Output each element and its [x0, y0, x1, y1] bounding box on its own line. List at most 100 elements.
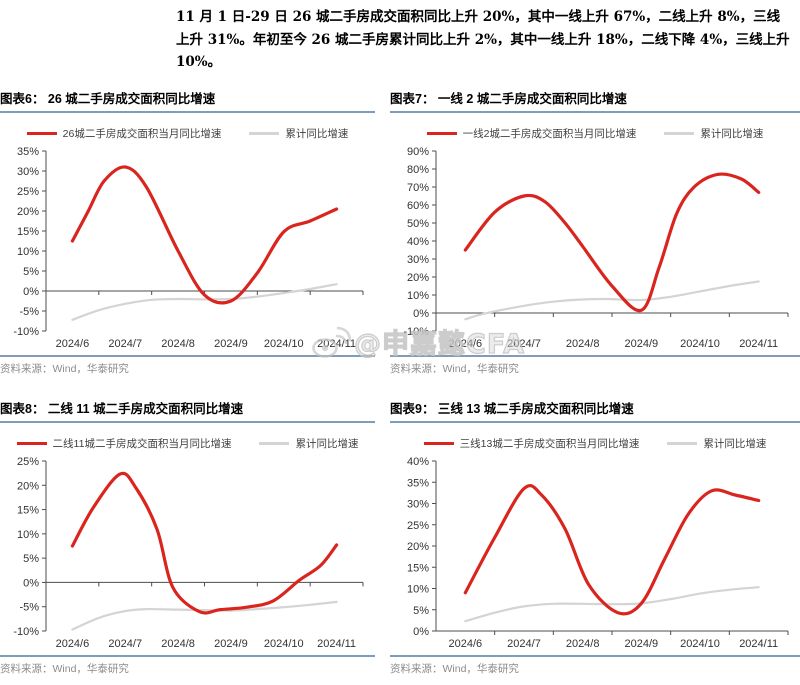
figure-9-title: 图表9： 三线 13 城二手房成交面积同比增速	[390, 398, 800, 423]
svg-text:0%: 0%	[413, 308, 429, 320]
svg-text:90%: 90%	[407, 146, 429, 158]
svg-text:2024/9: 2024/9	[214, 638, 248, 650]
figure-6-title: 图表6： 26 城二手房成交面积同比增速	[0, 88, 375, 113]
figure-9-plot: 0% 5% 10% 15% 20% 25% 30% 35% 40% 2024/6 2024/7 202…	[407, 456, 789, 650]
svg-text:25%: 25%	[407, 520, 429, 532]
svg-text:15%: 15%	[407, 562, 429, 574]
red-line-swatch	[426, 131, 457, 135]
figure-8-legend: 二线11城二手房成交面积当月同比增速 累计同比增速	[0, 433, 375, 453]
gray-line-swatch	[259, 441, 290, 445]
legend-item-red: 三线13城二手房成交面积当月同比增速	[423, 436, 640, 451]
legend-label-gray: 累计同比增速	[295, 437, 359, 450]
svg-text:35%: 35%	[407, 477, 429, 489]
svg-text:2024/7: 2024/7	[108, 638, 142, 650]
svg-text:15%: 15%	[17, 505, 39, 517]
svg-text:25%: 25%	[17, 456, 39, 468]
svg-text:-5%: -5%	[19, 602, 39, 614]
svg-text:2024/8: 2024/8	[566, 638, 600, 650]
svg-text:80%: 80%	[407, 164, 429, 176]
svg-text:30%: 30%	[17, 166, 39, 178]
svg-text:5%: 5%	[23, 553, 39, 565]
svg-text:10%: 10%	[407, 584, 429, 596]
gray-line-swatch	[249, 131, 280, 135]
svg-text:2024/10: 2024/10	[264, 638, 304, 650]
svg-text:40%: 40%	[407, 236, 429, 248]
figure-7-source: 资料来源：Wind，华泰研究	[390, 355, 800, 376]
svg-text:2024/7: 2024/7	[108, 338, 142, 350]
figure-6-legend: 26城二手房成交面积当月同比增速 累计同比增速	[0, 123, 375, 143]
svg-text:60%: 60%	[407, 200, 429, 212]
gray-line-swatch	[667, 441, 698, 445]
svg-text:2024/8: 2024/8	[161, 638, 195, 650]
svg-text:40%: 40%	[407, 456, 429, 468]
svg-text:35%: 35%	[17, 146, 39, 158]
svg-text:0%: 0%	[413, 626, 429, 638]
svg-text:-10%: -10%	[13, 626, 39, 638]
svg-text:0%: 0%	[23, 577, 39, 589]
legend-label-red: 26城二手房成交面积当月同比增速	[62, 127, 222, 140]
figure-8-panel: 图表8： 二线 11 城二手房成交面积同比增速 二线11城二手房成交面积当月同比…	[0, 398, 375, 676]
figure-8-title: 图表8： 二线 11 城二手房成交面积同比增速	[0, 398, 375, 423]
legend-label-red: 二线11城二手房成交面积当月同比增速	[52, 437, 232, 450]
svg-text:25%: 25%	[17, 186, 39, 198]
red-line-swatch	[423, 441, 454, 445]
svg-text:2024/6: 2024/6	[449, 338, 483, 350]
svg-text:10%: 10%	[17, 246, 39, 258]
svg-text:20%: 20%	[17, 480, 39, 492]
legend-item-red: 一线2城二手房成交面积当月同比增速	[426, 126, 636, 141]
svg-text:5%: 5%	[413, 605, 429, 617]
svg-text:70%: 70%	[407, 182, 429, 194]
gray-line-swatch	[664, 131, 695, 135]
svg-text:2024/7: 2024/7	[507, 338, 541, 350]
svg-text:10%: 10%	[17, 529, 39, 541]
svg-text:2024/9: 2024/9	[214, 338, 248, 350]
svg-text:2024/11: 2024/11	[739, 338, 778, 350]
figure-7-title: 图表7： 一线 2 城二手房成交面积同比增速	[390, 88, 800, 113]
svg-text:2024/6: 2024/6	[449, 638, 483, 650]
summary-paragraph: 11 月 1 日-29 日 26 城二手房成交面积同比上升 20%，其中一线上升…	[176, 9, 790, 71]
svg-text:2024/8: 2024/8	[161, 338, 195, 350]
legend-item-red: 26城二手房成交面积当月同比增速	[26, 126, 222, 141]
figure-9-source: 资料来源：Wind，华泰研究	[390, 655, 800, 676]
red-line-swatch	[26, 131, 57, 135]
legend-item-gray: 累计同比增速	[259, 436, 358, 451]
svg-text:-5%: -5%	[19, 306, 39, 318]
legend-label-gray: 累计同比增速	[700, 127, 764, 140]
svg-text:2024/8: 2024/8	[566, 338, 600, 350]
legend-item-red: 二线11城二手房成交面积当月同比增速	[16, 436, 232, 451]
svg-text:10%: 10%	[407, 290, 429, 302]
svg-text:50%: 50%	[407, 218, 429, 230]
svg-text:20%: 20%	[17, 206, 39, 218]
svg-text:2024/10: 2024/10	[264, 338, 304, 350]
svg-text:20%: 20%	[407, 541, 429, 553]
legend-item-gray: 累计同比增速	[664, 126, 763, 141]
svg-text:30%: 30%	[407, 499, 429, 511]
legend-item-gray: 累计同比增速	[667, 436, 766, 451]
svg-text:2024/9: 2024/9	[625, 338, 659, 350]
svg-text:2024/11: 2024/11	[317, 338, 356, 350]
legend-label-red: 三线13城二手房成交面积当月同比增速	[459, 437, 640, 450]
svg-text:-10%: -10%	[403, 326, 429, 338]
figure-8-source: 资料来源：Wind，华泰研究	[0, 655, 375, 676]
svg-text:30%: 30%	[407, 254, 429, 266]
svg-text:5%: 5%	[23, 266, 39, 278]
svg-text:2024/6: 2024/6	[56, 338, 90, 350]
svg-text:15%: 15%	[17, 226, 39, 238]
svg-text:2024/9: 2024/9	[625, 638, 659, 650]
figure-6-plot: -10% -5% 0% 5% 10% 15% 20% 25% 30% 35% 2024/6 2024/…	[13, 146, 364, 350]
svg-text:2024/11: 2024/11	[739, 638, 778, 650]
legend-label-gray: 累计同比增速	[703, 437, 767, 450]
figure-6-panel: 图表6： 26 城二手房成交面积同比增速 26城二手房成交面积当月同比增速 累计…	[0, 88, 375, 376]
figure-6-source: 资料来源：Wind，华泰研究	[0, 355, 375, 376]
svg-text:0%: 0%	[23, 286, 39, 298]
figure-7-plot: -10% 0% 10% 20% 30% 40% 50% 60% 70% 80% 90% 2024/6 2…	[403, 146, 789, 350]
svg-text:2024/11: 2024/11	[317, 638, 356, 650]
svg-text:2024/7: 2024/7	[507, 638, 541, 650]
legend-label-gray: 累计同比增速	[285, 127, 349, 140]
legend-item-gray: 累计同比增速	[249, 126, 348, 141]
figure-8-plot: -10% -5% 0% 5% 10% 15% 20% 25% 2024/6 2024/7 2024/…	[13, 456, 364, 650]
svg-text:2024/10: 2024/10	[680, 638, 720, 650]
red-line-swatch	[16, 441, 47, 445]
figure-9-panel: 图表9： 三线 13 城二手房成交面积同比增速 三线13城二手房成交面积当月同比…	[390, 398, 800, 676]
svg-text:2024/6: 2024/6	[56, 638, 90, 650]
